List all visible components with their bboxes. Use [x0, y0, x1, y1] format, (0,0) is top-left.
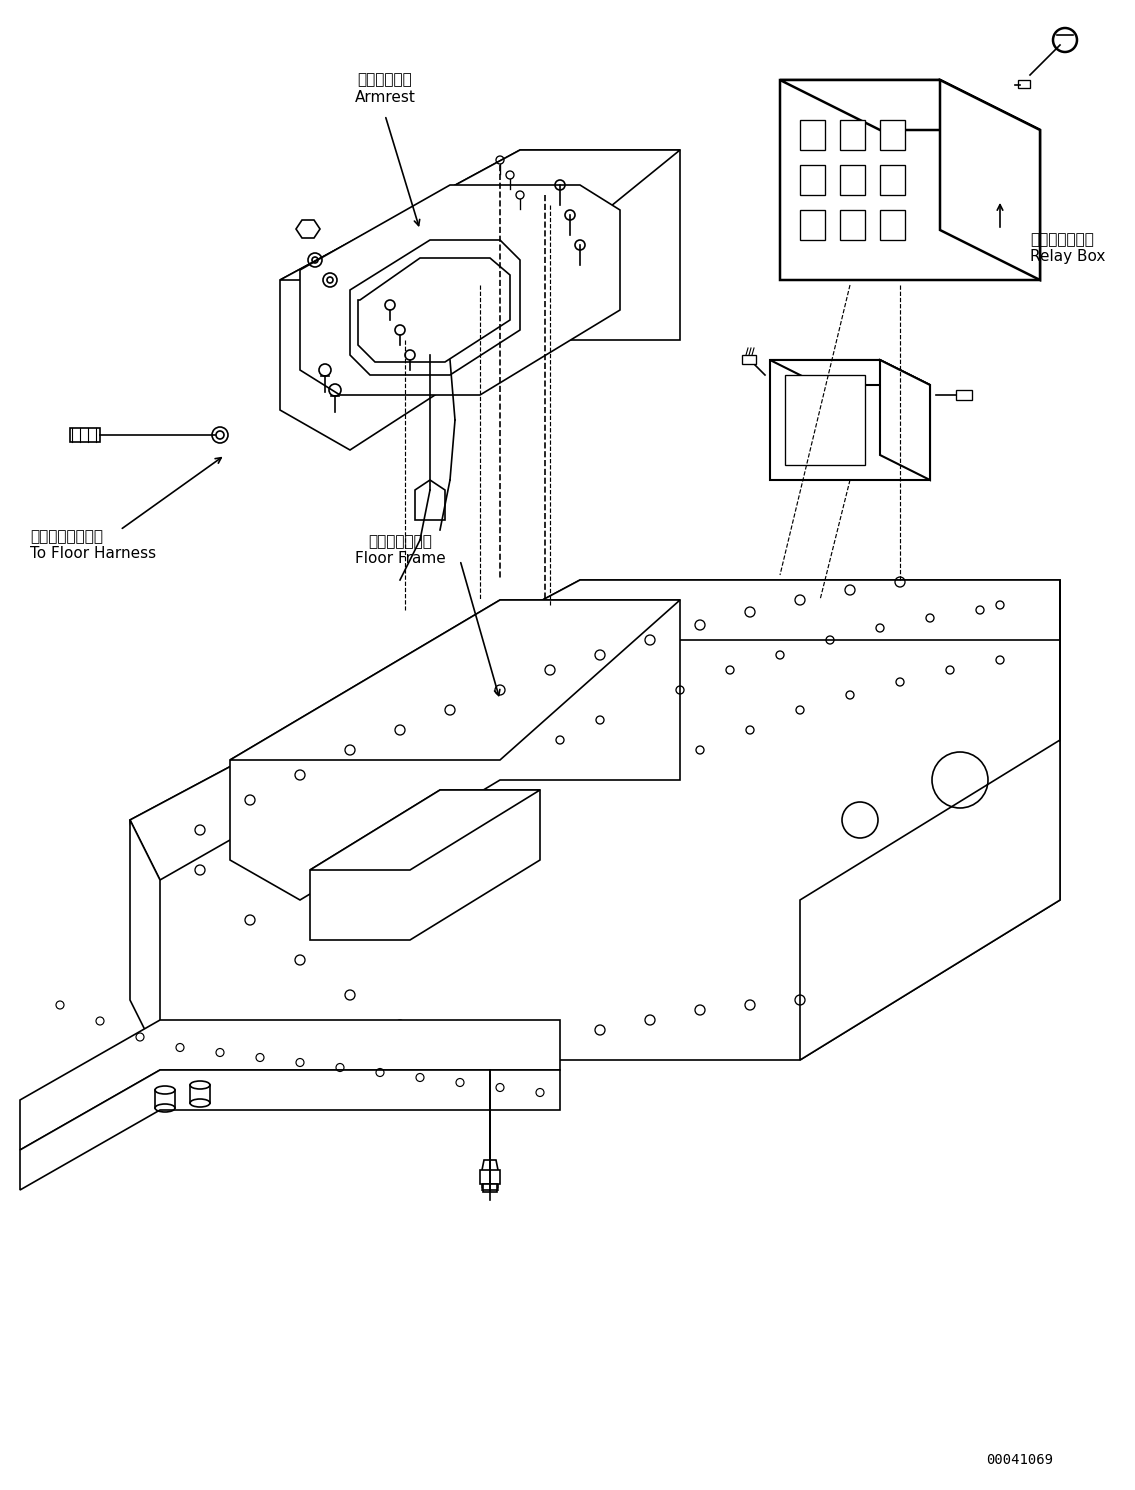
- Polygon shape: [230, 600, 680, 760]
- Text: フロアフレーム
Floor Frame: フロアフレーム Floor Frame: [354, 533, 445, 566]
- Bar: [880, 165, 905, 195]
- Bar: [800, 210, 825, 240]
- Bar: [484, 1185, 497, 1192]
- Bar: [840, 165, 865, 195]
- Text: 00041069: 00041069: [986, 1453, 1053, 1468]
- Polygon shape: [310, 790, 540, 870]
- Polygon shape: [770, 361, 930, 480]
- Text: リレーボックス
Relay Box: リレーボックス Relay Box: [1029, 232, 1105, 264]
- Bar: [480, 1170, 501, 1185]
- Text: アームレスト
Armrest: アームレスト Armrest: [354, 73, 415, 104]
- Polygon shape: [70, 428, 100, 443]
- Text: フロアハーネスへ
To Floor Harness: フロアハーネスへ To Floor Harness: [30, 529, 157, 562]
- Polygon shape: [20, 1021, 560, 1150]
- Polygon shape: [280, 150, 680, 280]
- Polygon shape: [482, 1161, 498, 1188]
- Polygon shape: [20, 1070, 560, 1191]
- Bar: [840, 210, 865, 240]
- Polygon shape: [940, 80, 1040, 280]
- Polygon shape: [350, 240, 520, 375]
- Bar: [1018, 80, 1029, 88]
- Bar: [880, 121, 905, 150]
- Bar: [800, 165, 825, 195]
- Polygon shape: [358, 258, 510, 362]
- Polygon shape: [800, 580, 1060, 1059]
- Bar: [742, 355, 756, 364]
- Bar: [785, 375, 865, 465]
- Polygon shape: [300, 185, 620, 395]
- Polygon shape: [296, 221, 320, 238]
- Polygon shape: [415, 480, 445, 520]
- Polygon shape: [131, 820, 160, 1059]
- Polygon shape: [310, 790, 540, 940]
- Polygon shape: [131, 580, 1060, 881]
- Polygon shape: [780, 80, 1040, 130]
- Polygon shape: [280, 150, 680, 450]
- Bar: [880, 210, 905, 240]
- Polygon shape: [770, 361, 930, 384]
- Polygon shape: [780, 80, 1040, 280]
- Bar: [956, 390, 972, 399]
- Polygon shape: [230, 600, 680, 900]
- Polygon shape: [131, 580, 1060, 1059]
- Bar: [840, 121, 865, 150]
- Polygon shape: [880, 361, 930, 480]
- Bar: [800, 121, 825, 150]
